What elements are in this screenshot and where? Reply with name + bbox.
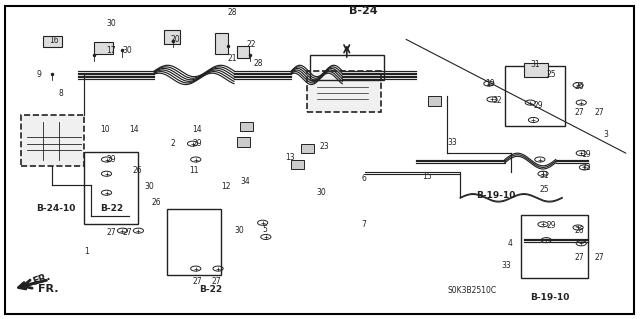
Text: 26: 26 — [575, 226, 584, 235]
Bar — [310, 55, 384, 80]
Text: 13: 13 — [285, 153, 294, 162]
Bar — [94, 41, 113, 54]
Text: 25: 25 — [540, 185, 550, 194]
Text: B-24: B-24 — [349, 6, 378, 16]
Text: 11: 11 — [189, 166, 199, 175]
Text: 26: 26 — [151, 198, 161, 207]
Text: 14: 14 — [129, 125, 138, 134]
Text: 28: 28 — [253, 59, 262, 68]
Text: 7: 7 — [362, 220, 366, 229]
Bar — [241, 122, 253, 131]
Text: 27: 27 — [594, 108, 604, 116]
Text: 22: 22 — [246, 40, 256, 48]
Text: 29: 29 — [546, 221, 556, 230]
Bar — [428, 96, 441, 106]
Text: B-22: B-22 — [100, 204, 124, 213]
Text: S0K3B2510C: S0K3B2510C — [447, 286, 497, 295]
Text: 32: 32 — [581, 163, 591, 172]
Text: B-24-10: B-24-10 — [36, 204, 76, 213]
Bar — [237, 46, 248, 58]
Text: 20: 20 — [170, 35, 180, 44]
Bar — [301, 144, 314, 153]
Text: 29: 29 — [193, 139, 202, 148]
Bar — [524, 63, 548, 77]
Bar — [164, 30, 180, 44]
Text: 30: 30 — [145, 182, 154, 191]
Text: 30: 30 — [317, 188, 326, 197]
Text: 17: 17 — [106, 46, 116, 55]
Text: 8: 8 — [59, 89, 63, 98]
Text: 12: 12 — [221, 182, 231, 191]
Text: 15: 15 — [422, 172, 431, 182]
Text: 10: 10 — [100, 125, 110, 134]
Text: 14: 14 — [193, 125, 202, 134]
Bar — [307, 71, 381, 112]
Text: 29: 29 — [534, 101, 543, 110]
Bar — [291, 160, 304, 169]
Text: 34: 34 — [241, 177, 250, 186]
Text: B-19-10: B-19-10 — [476, 191, 515, 200]
Text: 26: 26 — [575, 82, 584, 91]
Text: 27: 27 — [193, 277, 202, 286]
Text: 16: 16 — [49, 36, 59, 45]
Text: 31: 31 — [540, 171, 550, 180]
Text: FR.: FR. — [31, 271, 52, 286]
Text: 1: 1 — [84, 247, 89, 256]
Bar — [43, 36, 62, 47]
Text: 27: 27 — [575, 253, 584, 262]
Text: 33: 33 — [502, 261, 511, 270]
Text: B-19-10: B-19-10 — [531, 293, 570, 301]
Text: 27: 27 — [212, 277, 221, 286]
Text: 5: 5 — [262, 225, 268, 234]
Text: 6: 6 — [362, 174, 366, 183]
Text: 30: 30 — [106, 19, 116, 28]
Text: 29: 29 — [106, 155, 116, 164]
Text: 19: 19 — [581, 150, 591, 159]
Text: 2: 2 — [170, 139, 175, 148]
Text: 25: 25 — [546, 70, 556, 78]
Text: 27: 27 — [575, 108, 584, 116]
Text: 9: 9 — [36, 70, 42, 78]
Bar — [215, 33, 228, 54]
Text: 30: 30 — [234, 226, 244, 235]
Text: B-22: B-22 — [199, 285, 222, 294]
Text: 3: 3 — [604, 130, 609, 139]
Text: 27: 27 — [594, 253, 604, 262]
Text: 33: 33 — [447, 137, 457, 147]
Text: 30: 30 — [122, 46, 132, 55]
Text: 28: 28 — [228, 8, 237, 17]
Bar — [20, 115, 84, 166]
Text: 26: 26 — [132, 166, 141, 175]
Text: 23: 23 — [320, 142, 330, 151]
Text: FR.: FR. — [38, 284, 59, 294]
Text: 27: 27 — [122, 228, 132, 237]
Text: 32: 32 — [492, 97, 502, 106]
Text: 19: 19 — [486, 79, 495, 88]
Text: 4: 4 — [508, 239, 513, 248]
Bar — [237, 137, 250, 147]
Text: 27: 27 — [106, 228, 116, 237]
Text: 31: 31 — [531, 60, 540, 69]
Text: 21: 21 — [228, 54, 237, 63]
